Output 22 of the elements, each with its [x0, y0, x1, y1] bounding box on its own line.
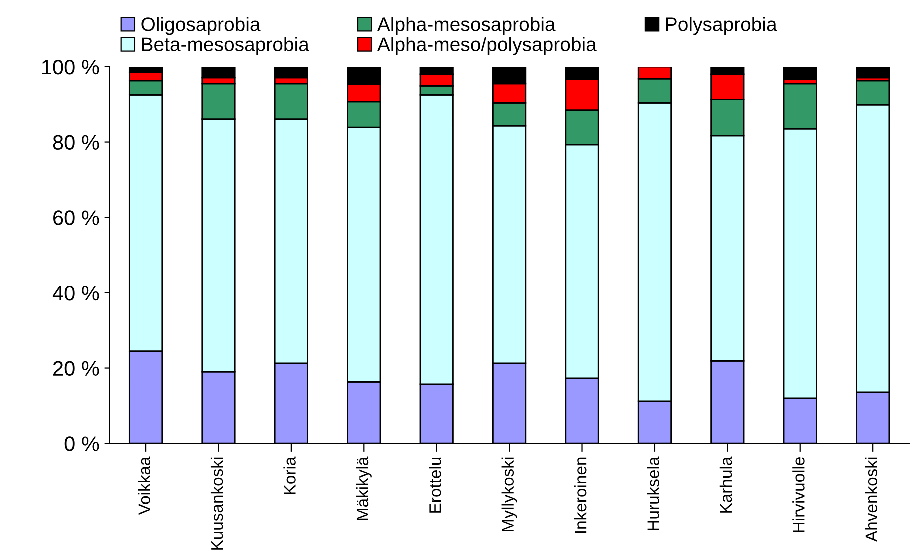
x-tick-label: Ahvenkoski	[865, 458, 878, 542]
x-tick-label: Karhula	[720, 456, 732, 513]
y-tick-label: 20 %	[54, 361, 100, 376]
x-tick-label: Hirvivuolle	[792, 458, 805, 532]
legend-label: Beta-mesosaprobia	[142, 37, 310, 56]
legend-label: Oligosaprobia	[142, 17, 261, 36]
x-tick-label: Kuusankoski	[210, 458, 224, 550]
y-tick-label: 60 %	[54, 210, 100, 226]
legend-label: Polysaprobia	[666, 17, 778, 36]
x-tick-label: Huruksela	[647, 456, 660, 530]
y-tick-label: 40 %	[52, 286, 100, 301]
x-tick-label: Mäkikylä	[356, 456, 372, 520]
y-tick-label: 0 %	[64, 436, 100, 452]
y-tick-label: 80 %	[53, 135, 100, 150]
x-tick-label: Voikkaa	[138, 456, 151, 516]
x-tick-label: Koria	[284, 456, 296, 494]
y-tick-label: 100 %	[42, 60, 100, 75]
x-tick-label: Inkeroinen	[574, 458, 587, 534]
legend-label: Alpha-mesosaprobia	[377, 17, 556, 36]
x-tick-label: Myllykoski	[502, 458, 518, 532]
legend-label: Alpha-meso/polysaprobia	[377, 37, 597, 56]
x-tick-label: Erottelu	[429, 458, 442, 513]
